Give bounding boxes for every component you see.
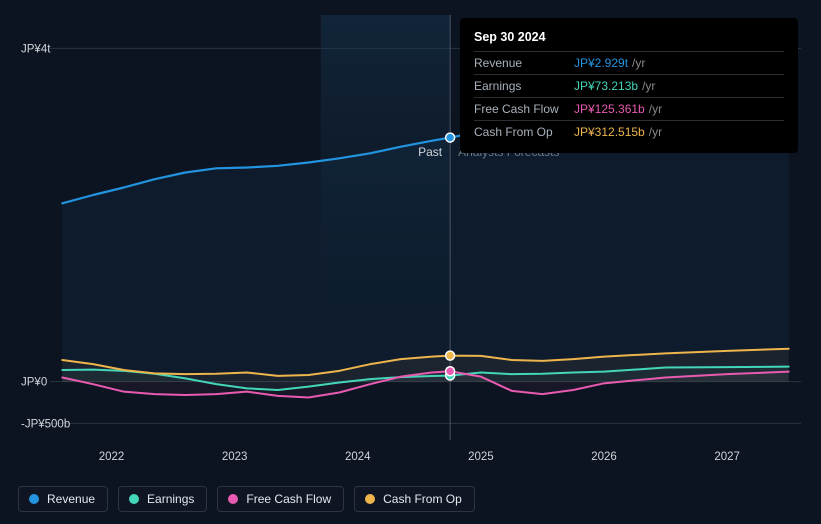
tooltip-row-unit: /yr bbox=[649, 100, 662, 118]
tooltip-row-unit: /yr bbox=[642, 77, 655, 95]
financials-chart: -JP¥500b JP¥0 JP¥4t 2022 2023 2024 2025 2026 202… bbox=[0, 0, 821, 524]
svg-text:2025: 2025 bbox=[468, 451, 494, 463]
tooltip-row-label: Revenue bbox=[474, 54, 574, 72]
svg-text:2027: 2027 bbox=[714, 451, 740, 463]
tooltip-row-label: Earnings bbox=[474, 77, 574, 95]
svg-text:2023: 2023 bbox=[222, 451, 248, 463]
tooltip-row-unit: /yr bbox=[649, 123, 662, 141]
tooltip-row-value: JP¥2.929t bbox=[574, 54, 628, 72]
svg-text:2024: 2024 bbox=[345, 451, 371, 463]
svg-text:2022: 2022 bbox=[99, 451, 125, 463]
svg-text:-JP¥500b: -JP¥500b bbox=[21, 418, 70, 430]
tooltip-row: RevenueJP¥2.929t/yr bbox=[474, 51, 784, 74]
tooltip-row-unit: /yr bbox=[632, 54, 645, 72]
legend-label: Cash From Op bbox=[383, 492, 462, 506]
legend-swatch-icon bbox=[228, 494, 238, 504]
legend-swatch-icon bbox=[129, 494, 139, 504]
tooltip-row: Free Cash FlowJP¥125.361b/yr bbox=[474, 97, 784, 120]
svg-text:JP¥4t: JP¥4t bbox=[21, 43, 51, 55]
legend-item-revenue[interactable]: Revenue bbox=[18, 486, 108, 512]
legend-label: Free Cash Flow bbox=[246, 492, 331, 506]
tooltip-row-label: Cash From Op bbox=[474, 123, 574, 141]
legend-item-free-cash-flow[interactable]: Free Cash Flow bbox=[217, 486, 344, 512]
chart-tooltip: Sep 30 2024 RevenueJP¥2.929t/yrEarningsJ… bbox=[460, 18, 798, 153]
legend-item-earnings[interactable]: Earnings bbox=[118, 486, 207, 512]
tooltip-rows: RevenueJP¥2.929t/yrEarningsJP¥73.213b/yr… bbox=[474, 51, 784, 143]
tooltip-row: EarningsJP¥73.213b/yr bbox=[474, 74, 784, 97]
svg-text:2026: 2026 bbox=[591, 451, 617, 463]
tooltip-row-value: JP¥125.361b bbox=[574, 100, 645, 118]
tooltip-row-value: JP¥312.515b bbox=[574, 123, 645, 141]
tooltip-row-value: JP¥73.213b bbox=[574, 77, 638, 95]
legend-swatch-icon bbox=[29, 494, 39, 504]
svg-text:JP¥0: JP¥0 bbox=[21, 377, 47, 389]
legend-label: Earnings bbox=[147, 492, 194, 506]
legend-label: Revenue bbox=[47, 492, 95, 506]
svg-text:Past: Past bbox=[418, 145, 443, 159]
legend-bar: Revenue Earnings Free Cash Flow Cash From O… bbox=[18, 486, 475, 512]
legend-swatch-icon bbox=[365, 494, 375, 504]
legend-item-cash-from-op[interactable]: Cash From Op bbox=[354, 486, 475, 512]
tooltip-row: Cash From OpJP¥312.515b/yr bbox=[474, 120, 784, 143]
tooltip-row-label: Free Cash Flow bbox=[474, 100, 574, 118]
tooltip-title: Sep 30 2024 bbox=[474, 28, 784, 47]
